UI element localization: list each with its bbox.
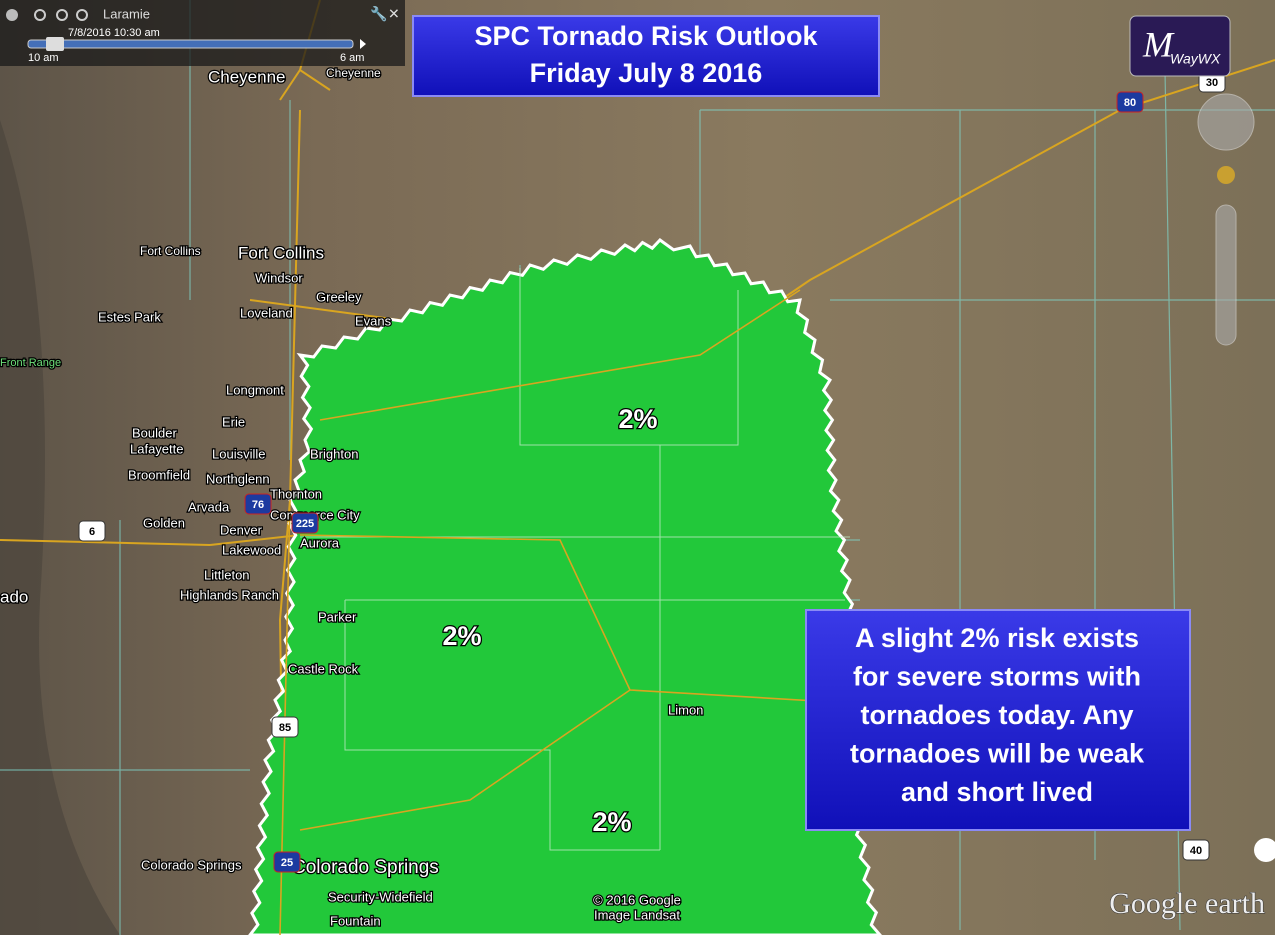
- place-label: Cheyenne: [208, 67, 286, 86]
- place-label: Fort Collins: [140, 244, 201, 258]
- place-label: Fountain: [330, 913, 381, 928]
- slider-place: Laramie: [103, 6, 150, 21]
- place-label: Littleton: [204, 567, 250, 582]
- place-label: Lafayette: [130, 441, 184, 456]
- info-text: A slight 2% risk exists for severe storms…: [850, 623, 1145, 807]
- zoom-in[interactable]: [56, 9, 68, 21]
- info-line: tornadoes today. Any: [860, 700, 1133, 730]
- street-view[interactable]: [1217, 166, 1235, 184]
- logo-box: [1129, 15, 1231, 77]
- attribution: Image Landsat: [594, 907, 680, 922]
- clock-icon[interactable]: [6, 9, 18, 21]
- shield-number: 76: [252, 499, 264, 511]
- info-line: A slight 2% risk exists: [855, 623, 1139, 653]
- zoom-out[interactable]: [34, 9, 46, 21]
- place-label: Colorado Springs: [292, 857, 439, 878]
- risk-county-lines: [300, 268, 850, 851]
- place-label: Loveland: [240, 305, 293, 320]
- place-label: Lakewood: [222, 542, 281, 557]
- title-line: SPC Tornado Risk Outlook: [474, 21, 818, 51]
- place-label: Boulder: [132, 425, 177, 440]
- place-label: Greeley: [316, 289, 362, 304]
- place-label: Security-Widefield: [328, 889, 433, 904]
- place-label: Front Range: [0, 357, 61, 369]
- risk-label: 2%: [442, 621, 481, 651]
- place-label: Northglenn: [206, 471, 270, 486]
- place-label: Longmont: [226, 382, 284, 397]
- place-label: Limon: [668, 702, 703, 717]
- logo-name: WayWX: [1170, 51, 1221, 67]
- risk-area: [248, 238, 882, 935]
- slider-track[interactable]: [27, 39, 354, 49]
- title-box: [412, 15, 880, 97]
- shield: [244, 493, 272, 515]
- slider-settings[interactable]: 🔧: [370, 5, 387, 23]
- place-label: Denver: [220, 522, 263, 537]
- shield-number: 80: [1124, 97, 1136, 109]
- shield: [1116, 91, 1144, 113]
- place-label: Thornton: [270, 486, 322, 501]
- slider-start: 10 am: [28, 52, 59, 64]
- risk-roads: [279, 289, 851, 935]
- zoom-slider[interactable]: [1215, 204, 1237, 346]
- place-label: Broomfield: [128, 467, 190, 482]
- place-label: Windsor: [255, 270, 303, 285]
- slider-play[interactable]: [360, 39, 366, 49]
- place-label: Colorado Springs: [141, 857, 242, 872]
- refresh[interactable]: [76, 9, 88, 21]
- shield-number: 225: [296, 518, 314, 530]
- place-label: Castle Rock: [288, 661, 359, 676]
- highway-shields: 80 30 76 225 6 85 25 40: [78, 71, 1226, 873]
- info-line: for severe storms with: [853, 662, 1141, 692]
- slider-handle[interactable]: [46, 37, 64, 51]
- place-label: Erie: [222, 414, 245, 429]
- place-label: Estes Park: [98, 309, 161, 324]
- shield-number: 25: [281, 857, 293, 869]
- slider-timestamp: 7/8/2016 10:30 am: [68, 27, 160, 39]
- place-label: Evans: [355, 313, 392, 328]
- shield: [78, 520, 106, 542]
- place-label: Aurora: [300, 535, 340, 550]
- shield: [271, 716, 299, 738]
- place-label: ado: [0, 587, 28, 606]
- shield-number: 6: [89, 526, 95, 538]
- title-line: Friday July 8 2016: [530, 58, 763, 88]
- attribution: © 2016 Google: [593, 892, 681, 907]
- place-label: Brighton: [310, 446, 358, 461]
- logo-letter: M: [1142, 24, 1175, 64]
- slider-end: 6 am: [340, 52, 364, 64]
- shield-number: 40: [1190, 845, 1202, 857]
- brand: Google earth: [1109, 887, 1265, 920]
- shield: [291, 512, 319, 534]
- help-icon[interactable]: [1254, 838, 1275, 862]
- shield-number: 85: [279, 722, 291, 734]
- risk-label: 2%: [618, 404, 657, 434]
- place-label: Fort Collins: [238, 243, 324, 262]
- place-label: Cheyenne: [326, 66, 381, 80]
- shield: [1182, 839, 1210, 861]
- mountains: [0, 120, 120, 935]
- info-line: tornadoes will be weak: [850, 739, 1145, 769]
- place-label: Louisville: [212, 446, 265, 461]
- risk-labels: 2% 2% 2%: [441, 403, 659, 839]
- slider-close[interactable]: ✕: [388, 6, 400, 22]
- time-slider-panel: [0, 0, 405, 66]
- risk-label: 2%: [592, 807, 631, 837]
- info-line: and short lived: [901, 777, 1093, 807]
- info-box: [805, 609, 1191, 831]
- place-label: Arvada: [188, 499, 230, 514]
- place-label: Parker: [318, 609, 357, 624]
- place-labels: Cheyenne Cheyenne Fort Collins Fort Collins…: [0, 65, 705, 930]
- shield-number: 30: [1206, 77, 1218, 89]
- shield: [273, 851, 301, 873]
- nav-ring[interactable]: [1197, 93, 1255, 151]
- place-label: Highlands Ranch: [180, 587, 279, 602]
- place-label: Golden: [143, 515, 185, 530]
